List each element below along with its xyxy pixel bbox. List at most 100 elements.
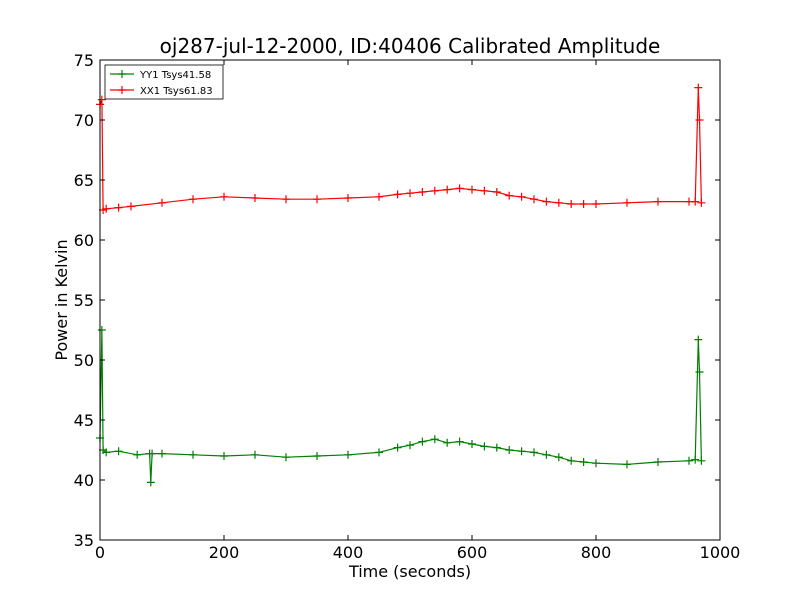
data-point: [530, 448, 538, 457]
data-point: [102, 448, 111, 457]
legend: YY1 Tsys41.58 XX1 Tsys61.83: [104, 64, 224, 100]
x-tick-label: 800: [581, 543, 612, 562]
series-layer: [96, 83, 706, 487]
y-tick-label: 60: [74, 231, 94, 250]
data-point: [313, 452, 321, 460]
data-point: [375, 448, 383, 457]
y-tick-label: 40: [74, 471, 94, 490]
data-point: [517, 192, 526, 201]
data-point: [114, 447, 123, 456]
data-point: [158, 449, 166, 458]
data-point: [480, 186, 489, 195]
legend-marker: [118, 86, 126, 94]
data-point: [220, 192, 228, 201]
y-tick-label: 55: [74, 291, 94, 310]
data-point: [654, 458, 662, 466]
data-point: [443, 438, 452, 447]
x-tick-label: 600: [457, 543, 488, 562]
data-point: [393, 443, 402, 452]
data-point: [430, 186, 439, 195]
data-point: [579, 200, 588, 208]
data-point: [158, 198, 166, 207]
data-point: [567, 200, 576, 208]
data-point: [455, 184, 464, 193]
data-point: [282, 195, 290, 204]
data-point: [654, 197, 662, 206]
data-point: [468, 440, 476, 448]
chart-title: oj287-jul-12-2000, ID:40406 Calibrated A…: [160, 34, 661, 58]
data-point: [530, 195, 538, 204]
data-point: [592, 459, 600, 468]
data-point: [344, 450, 352, 459]
data-point: [468, 185, 476, 194]
data-point: [418, 188, 427, 196]
data-point: [146, 478, 155, 487]
data-point: [480, 442, 489, 451]
data-point: [102, 204, 111, 213]
data-point: [592, 200, 600, 208]
data-point: [251, 450, 259, 459]
legend-entries: YY1 Tsys41.58 XX1 Tsys61.83: [110, 70, 213, 97]
x-tick-label: 200: [209, 543, 240, 562]
data-point: [691, 197, 700, 206]
data-point: [148, 449, 157, 458]
data-point: [251, 194, 259, 202]
data-point: [97, 326, 106, 334]
legend-label: XX1 Tsys61.83: [140, 86, 213, 97]
data-point: [542, 197, 551, 206]
data-point: [542, 450, 551, 459]
data-point: [455, 437, 464, 446]
data-point: [189, 195, 197, 204]
data-point: [406, 441, 414, 450]
data-point: [567, 456, 576, 465]
data-point: [579, 458, 588, 466]
data-point: [443, 185, 452, 194]
x-tick-label: 400: [333, 543, 364, 562]
data-point: [685, 456, 693, 465]
data-point: [430, 435, 439, 444]
data-point: [554, 453, 563, 462]
data-point: [375, 192, 383, 201]
series-line-xx1: [99, 87, 702, 211]
data-point: [282, 453, 290, 462]
data-point: [114, 203, 123, 212]
y-tick-label: 75: [74, 51, 94, 70]
data-point: [406, 189, 414, 198]
data-point: [697, 456, 706, 465]
x-tick-label: 0: [95, 543, 105, 562]
data-point: [418, 437, 427, 446]
data-point: [694, 335, 703, 344]
legend-label: YY1 Tsys41.58: [139, 70, 211, 81]
y-tick-label: 35: [74, 531, 94, 550]
data-point: [623, 198, 631, 207]
data-point: [554, 198, 563, 207]
data-point: [492, 188, 501, 196]
data-point: [344, 194, 352, 202]
legend-box: [104, 64, 224, 100]
series-xx1: [96, 83, 706, 214]
data-point: [133, 450, 142, 459]
data-point: [517, 447, 526, 456]
x-tick-label: 1000: [700, 543, 741, 562]
data-point: [691, 455, 700, 464]
y-tick-label: 65: [74, 171, 94, 190]
data-point: [393, 190, 402, 199]
y-tick-label: 70: [74, 111, 94, 130]
data-point: [127, 202, 135, 211]
data-point: [492, 443, 501, 452]
data-point: [623, 460, 631, 469]
data-point: [220, 452, 228, 460]
tick-layer: 0 200 400 600 800 1000 35 40 45 50 55 60 65 70 75: [74, 51, 741, 562]
data-point: [313, 195, 321, 204]
y-tick-label: 45: [74, 411, 94, 430]
data-point: [505, 446, 514, 454]
data-point: [97, 95, 106, 104]
data-point: [697, 198, 706, 207]
x-axis-label: Time (seconds): [348, 562, 471, 581]
y-tick-label: 50: [74, 351, 94, 370]
data-point: [695, 116, 704, 124]
data-point: [189, 450, 197, 459]
plot-area: [100, 60, 720, 540]
data-point: [505, 191, 514, 200]
